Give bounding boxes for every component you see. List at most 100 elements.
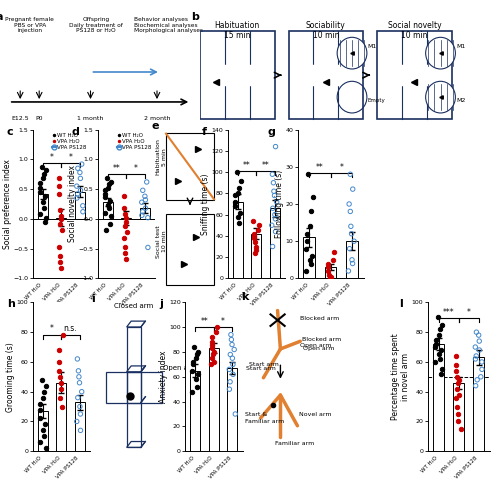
Point: [36, 188, 44, 196]
Text: Social novelty
10 min: Social novelty 10 min: [388, 21, 441, 40]
Point: [268, 221, 276, 229]
Text: Social test
10 min: Social test 10 min: [156, 225, 166, 258]
Point: [472, 382, 480, 390]
Point: [252, 243, 260, 251]
Point: [142, 204, 150, 212]
Bar: [140, 208, 150, 219]
Point: [194, 348, 202, 356]
Bar: [38, 194, 48, 219]
Bar: [74, 402, 85, 451]
Point: [40, 394, 48, 401]
Bar: [473, 358, 484, 451]
Text: E12.5: E12.5: [12, 116, 29, 121]
Point: [324, 260, 332, 267]
Point: [74, 165, 82, 172]
Point: [138, 198, 146, 206]
Point: [436, 355, 444, 363]
Point: [73, 418, 81, 425]
Point: [236, 177, 244, 184]
Point: [58, 226, 66, 233]
Point: [121, 222, 129, 230]
Point: [250, 234, 258, 242]
Point: [107, 213, 115, 220]
Point: [454, 376, 462, 384]
Point: [189, 358, 197, 366]
Bar: [121, 218, 132, 219]
Point: [349, 185, 357, 193]
Point: [57, 385, 65, 393]
Text: *: *: [50, 324, 54, 334]
Text: 2 month: 2 month: [144, 116, 170, 121]
Y-axis label: Social preference index: Social preference index: [3, 159, 12, 249]
Point: [302, 245, 310, 252]
Point: [102, 186, 110, 194]
Point: [192, 383, 200, 391]
Text: b: b: [191, 12, 199, 22]
Point: [189, 360, 197, 368]
Point: [454, 418, 462, 425]
Point: [437, 346, 445, 354]
Point: [142, 178, 150, 186]
Point: [432, 336, 440, 343]
Point: [472, 355, 480, 363]
Point: [120, 204, 128, 212]
Point: [122, 218, 130, 226]
Bar: [433, 344, 444, 451]
Point: [226, 366, 234, 373]
Text: Behavior analyses
Biochemical analyses
Morphological analyses: Behavior analyses Biochemical analyses M…: [134, 17, 203, 33]
Text: Habituation
15 min: Habituation 15 min: [214, 21, 260, 40]
Point: [236, 184, 244, 192]
Point: [55, 367, 63, 375]
Text: M1: M1: [368, 44, 377, 49]
Point: [452, 367, 460, 375]
Point: [229, 360, 237, 368]
Text: e: e: [151, 121, 158, 132]
Point: [123, 228, 131, 236]
Point: [453, 373, 461, 381]
Bar: [453, 383, 464, 451]
Point: [308, 192, 316, 201]
Point: [436, 325, 444, 333]
Point: [347, 223, 355, 230]
Point: [234, 213, 242, 221]
Point: [348, 230, 356, 238]
Point: [57, 264, 65, 272]
Point: [226, 378, 234, 385]
Point: [60, 331, 68, 339]
Point: [56, 394, 64, 401]
Point: [40, 204, 48, 212]
Text: *: *: [466, 308, 470, 316]
Point: [269, 204, 277, 212]
Point: [76, 427, 84, 434]
Text: Habituation
5 min: Habituation 5 min: [156, 138, 166, 175]
Point: [38, 376, 46, 384]
Point: [227, 331, 235, 338]
Point: [73, 182, 81, 190]
Point: [272, 143, 280, 150]
Point: [453, 385, 461, 393]
Point: [456, 391, 464, 398]
Point: [434, 313, 442, 321]
Point: [79, 208, 87, 216]
Text: ***: ***: [442, 308, 454, 316]
Y-axis label: Percentage time spent
in novel arm: Percentage time spent in novel arm: [391, 334, 410, 420]
Point: [228, 341, 236, 348]
Text: *: *: [340, 163, 343, 172]
Point: [306, 256, 314, 264]
Point: [193, 350, 201, 358]
Point: [56, 175, 64, 182]
Bar: [56, 383, 66, 451]
Bar: [56, 218, 66, 219]
Text: Empty: Empty: [368, 98, 386, 103]
Point: [56, 258, 64, 265]
Point: [432, 343, 440, 351]
Point: [36, 400, 44, 408]
Point: [76, 379, 84, 386]
Point: [302, 238, 310, 245]
Point: [78, 388, 86, 396]
Point: [348, 260, 356, 267]
Bar: [200, 31, 274, 119]
Point: [327, 273, 335, 280]
Point: [453, 403, 461, 410]
Text: Novel arm: Novel arm: [299, 412, 332, 417]
